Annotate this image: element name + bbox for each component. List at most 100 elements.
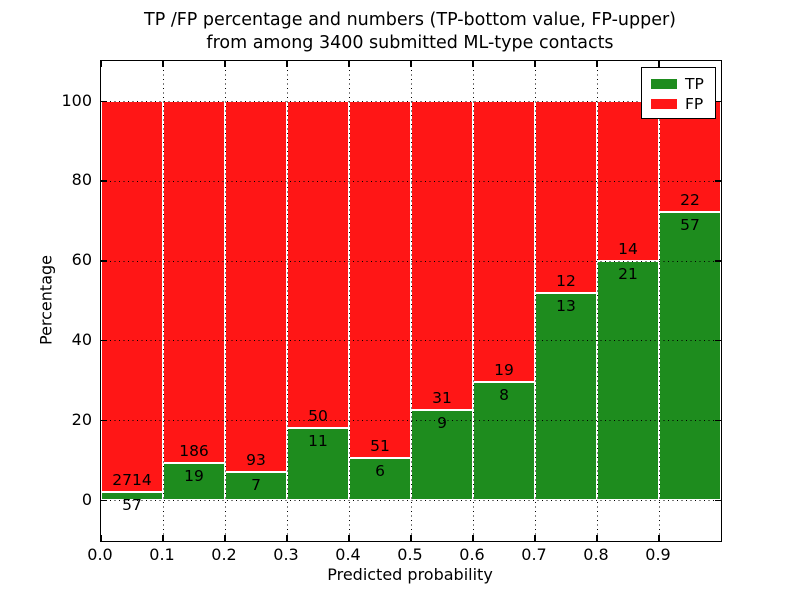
x-tick-mark	[286, 535, 288, 541]
tp-bar-segment	[287, 428, 349, 500]
tp-count-label: 7	[251, 476, 261, 495]
fp-bar-segment	[411, 101, 473, 411]
v-gridline	[349, 61, 350, 541]
x-tick-mark	[658, 61, 660, 67]
tp-bar-segment	[101, 491, 163, 500]
x-tick-mark	[410, 61, 412, 67]
fp-count-label: 22	[680, 191, 700, 210]
stacked-bar	[225, 101, 287, 500]
chart-title-line1: TP /FP percentage and numbers (TP-bottom…	[144, 10, 676, 30]
y-tick-mark	[715, 339, 721, 342]
legend: TP FP	[641, 67, 716, 119]
fp-count-label: 51	[370, 437, 390, 455]
tp-count-label: 13	[556, 296, 576, 315]
x-tick-label: 0.8	[583, 545, 609, 564]
fp-count-label: 186	[179, 442, 209, 461]
v-gridline	[411, 61, 412, 541]
stacked-bar	[287, 101, 349, 500]
y-tick-mark	[715, 180, 721, 182]
x-tick-label: 0.4	[335, 545, 361, 564]
x-tick-label: 0.3	[273, 545, 299, 564]
fp-count-label: 2714	[112, 470, 152, 489]
tp-legend-label: TP	[685, 74, 704, 93]
tp-bar-segment	[597, 260, 659, 500]
y-tick-mark	[101, 180, 107, 182]
fp-bar-segment	[163, 101, 225, 464]
y-tick-mark	[715, 100, 721, 102]
chart-title: TP /FP percentage and numbers (TP-bottom…	[100, 9, 720, 55]
x-tick-mark	[100, 535, 102, 541]
tp-bar-segment	[659, 212, 721, 500]
x-tick-mark	[596, 61, 598, 67]
tp-bar-segment	[411, 410, 473, 500]
fp-bar-segment	[101, 101, 163, 492]
tp-count-label: 21	[618, 264, 638, 283]
fp-count-label: 12	[556, 271, 576, 290]
tp-legend-swatch	[651, 78, 677, 89]
x-tick-mark	[162, 535, 164, 541]
fp-bar-segment	[659, 101, 721, 213]
legend-item-tp: TP	[651, 74, 715, 93]
y-tick-label: 20	[71, 409, 92, 429]
y-tick-label: 80	[71, 170, 92, 190]
tp-bar-segment	[349, 458, 411, 500]
tp-count-label: 19	[184, 467, 204, 485]
tp-count-label: 57	[122, 495, 142, 514]
fp-bar-segment	[287, 101, 349, 429]
x-tick-mark	[348, 535, 350, 541]
y-tick-label: 60	[71, 250, 92, 270]
x-tick-mark	[472, 535, 474, 541]
y-tick-mark	[101, 419, 107, 422]
tp-bar-segment	[163, 463, 225, 500]
fp-legend-label: FP	[685, 94, 704, 113]
fp-count-label: 19	[494, 360, 514, 379]
tp-count-label: 9	[437, 414, 447, 433]
fp-count-label: 50	[308, 407, 328, 426]
tp-count-label: 8	[499, 385, 509, 404]
x-tick-label: 0.5	[397, 545, 423, 564]
stacked-bar	[659, 101, 721, 500]
x-tick-label: 0.0	[87, 545, 113, 564]
x-tick-mark	[472, 61, 474, 67]
y-tick-label: 40	[71, 329, 92, 349]
fp-count-label: 14	[618, 239, 638, 258]
x-tick-mark	[410, 535, 412, 541]
x-tick-mark	[100, 61, 102, 67]
stacked-bar	[411, 101, 473, 500]
v-gridline	[473, 61, 474, 541]
y-tick-label: 100	[61, 90, 92, 110]
stacked-bar	[597, 101, 659, 500]
y-tick-mark	[715, 499, 721, 501]
v-gridline	[659, 61, 660, 541]
fp-bar-segment	[535, 101, 597, 293]
stacked-bar	[473, 101, 535, 500]
y-tick-label: 0	[81, 489, 92, 509]
tp-count-label: 57	[680, 216, 700, 235]
y-tick-mark	[101, 100, 107, 102]
x-tick-label: 0.1	[149, 545, 175, 564]
y-tick-mark	[101, 499, 107, 501]
chart-title-line2: from among 3400 submitted ML-type contac…	[206, 33, 614, 53]
fp-bar-segment	[225, 101, 287, 473]
stacked-bar	[163, 101, 225, 500]
x-tick-mark	[658, 535, 660, 541]
x-tick-mark	[534, 61, 536, 67]
tp-bar-segment	[535, 292, 597, 500]
y-tick-mark	[715, 419, 721, 422]
x-tick-mark	[534, 535, 536, 541]
x-tick-label: 0.7	[521, 545, 547, 564]
y-tick-mark	[715, 260, 721, 262]
x-tick-label: 0.9	[645, 545, 671, 564]
tp-count-label: 11	[308, 432, 328, 451]
v-gridline	[287, 61, 288, 541]
tp-bar-segment	[473, 381, 535, 500]
x-tick-mark	[224, 61, 226, 67]
plot-area: 2714 57 186 19 93 7 50 11 51 6 31 9 19 8 12 13 14 21 22 57 …	[100, 60, 722, 542]
x-axis-label: Predicted probability	[327, 565, 493, 584]
v-gridline	[535, 61, 536, 541]
stacked-bar	[349, 101, 411, 500]
fp-bar-segment	[349, 101, 411, 458]
y-tick-mark	[101, 260, 107, 262]
x-tick-label: 0.6	[459, 545, 485, 564]
